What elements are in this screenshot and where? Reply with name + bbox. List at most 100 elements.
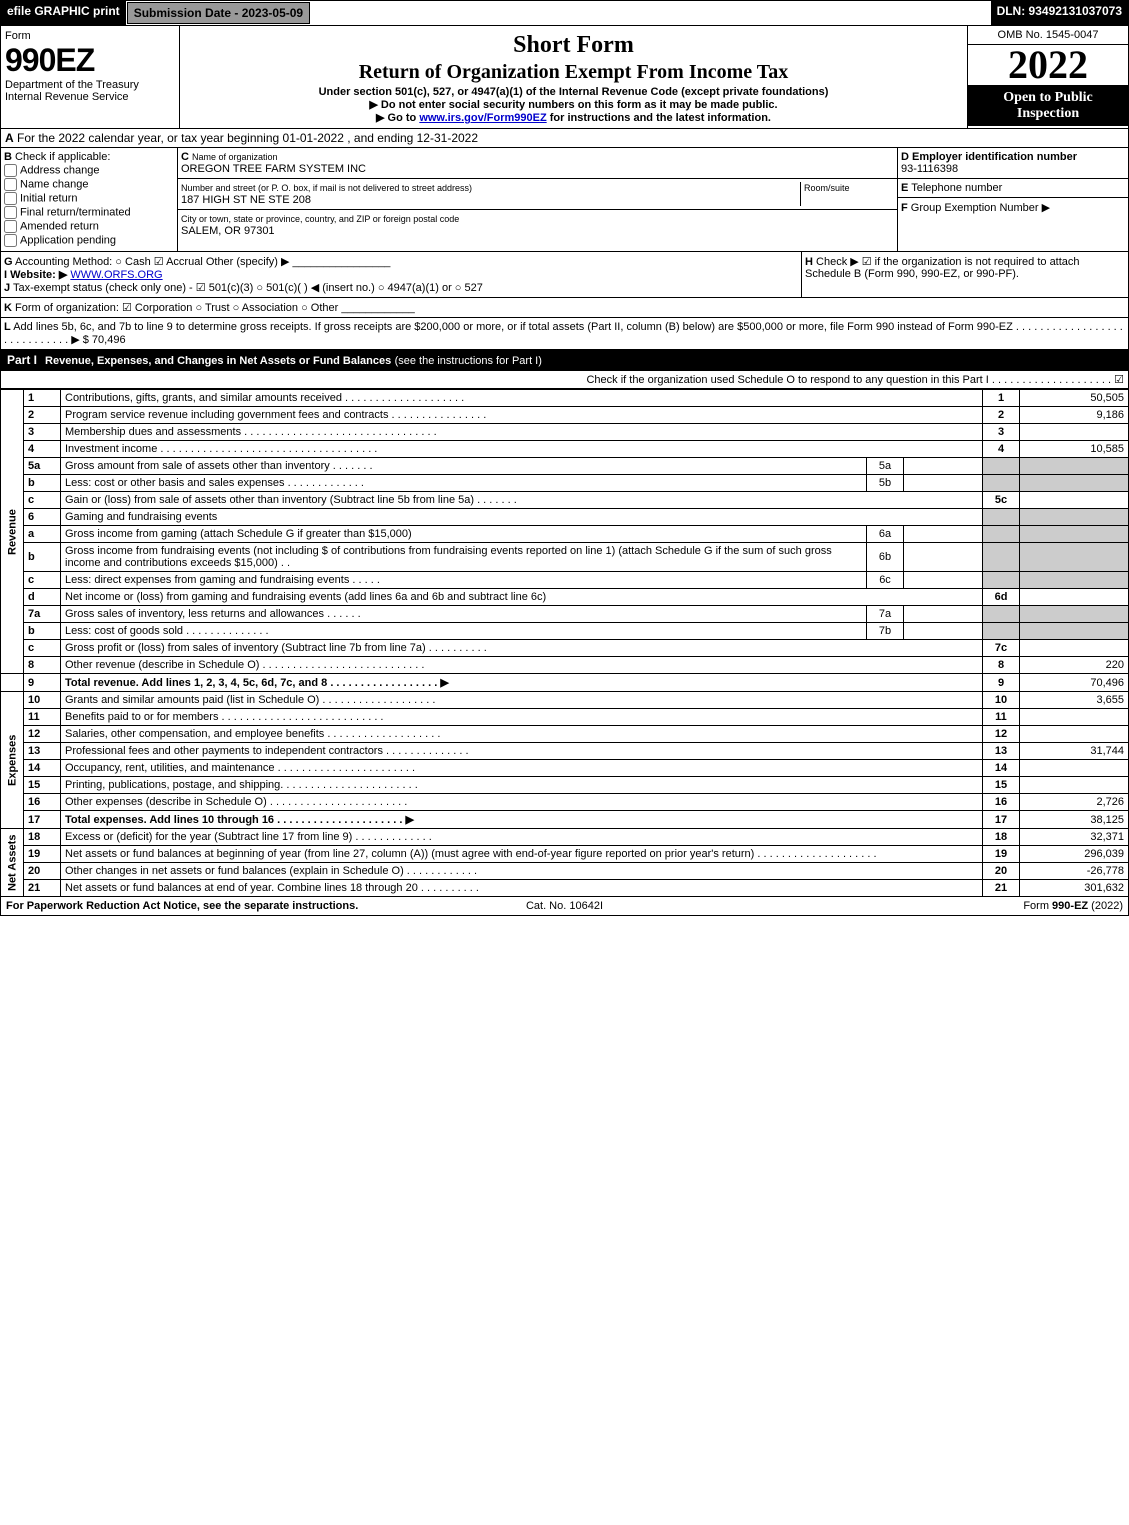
telephone-label: Telephone number <box>911 182 1002 194</box>
line-num: 2 <box>24 407 61 424</box>
section-DEF: D Employer identification number 93-1116… <box>897 148 1128 251</box>
line-text: Gross sales of inventory, less returns a… <box>61 606 867 623</box>
other-label: Other (specify) ▶ <box>206 256 290 268</box>
side-net-assets: Net Assets <box>1 829 24 897</box>
line-text: Gaming and fundraising events <box>61 509 983 526</box>
initial-return-checkbox[interactable] <box>4 192 17 205</box>
efile-label[interactable]: efile GRAPHIC print <box>1 1 126 25</box>
line-amount: 70,496 <box>1020 674 1129 692</box>
accounting-method-label: Accounting Method: <box>15 256 112 268</box>
line-num: b <box>24 475 61 492</box>
sub-box: 6a <box>867 526 904 543</box>
line-amount: 50,505 <box>1020 390 1129 407</box>
sub-box: 7b <box>867 623 904 640</box>
amended-checkbox[interactable] <box>4 220 17 233</box>
line-num: 10 <box>24 692 61 709</box>
final-return-checkbox[interactable] <box>4 206 17 219</box>
grey-cell <box>1020 543 1129 572</box>
addr-change-option[interactable]: Address change <box>4 164 174 177</box>
line-box: 16 <box>983 794 1020 811</box>
line-text: Gross income from fundraising events (no… <box>61 543 867 572</box>
part-1-checkrow: Check if the organization used Schedule … <box>0 371 1129 389</box>
line-text: Gain or (loss) from sale of assets other… <box>61 492 983 509</box>
irs-link[interactable]: www.irs.gov/Form990EZ <box>419 112 546 124</box>
line-text: Professional fees and other payments to … <box>61 743 983 760</box>
instr-post: for instructions and the latest informat… <box>547 112 771 124</box>
line-text: Gross amount from sale of assets other t… <box>61 458 867 475</box>
grey-cell <box>983 509 1020 526</box>
website-link[interactable]: WWW.ORFS.ORG <box>70 269 162 281</box>
line-text: Grants and similar amounts paid (list in… <box>61 692 983 709</box>
line-num: a <box>24 526 61 543</box>
letter-L: L <box>4 321 11 333</box>
city-value: SALEM, OR 97301 <box>181 225 275 237</box>
line-amount <box>1020 640 1129 657</box>
dln-label: DLN: 93492131037073 <box>991 1 1128 25</box>
app-pending-checkbox[interactable] <box>4 234 17 247</box>
letter-J: J <box>4 282 10 294</box>
empty-side <box>1 674 24 692</box>
side-revenue: Revenue <box>1 390 24 674</box>
line-box: 9 <box>983 674 1020 692</box>
sub-amount <box>904 526 983 543</box>
line-num: c <box>24 640 61 657</box>
line-box: 2 <box>983 407 1020 424</box>
name-change-option[interactable]: Name change <box>4 178 174 191</box>
line-text: Other changes in net assets or fund bala… <box>61 863 983 880</box>
amended-option[interactable]: Amended return <box>4 220 174 233</box>
header-center: Short Form Return of Organization Exempt… <box>180 26 967 128</box>
grey-cell <box>983 572 1020 589</box>
initial-return-label: Initial return <box>20 192 77 204</box>
line-num: 7a <box>24 606 61 623</box>
line-amount: 10,585 <box>1020 441 1129 458</box>
grey-cell <box>1020 526 1129 543</box>
letter-I: I <box>4 269 7 281</box>
final-return-option[interactable]: Final return/terminated <box>4 206 174 219</box>
row-L: L Add lines 5b, 6c, and 7b to line 9 to … <box>0 318 1129 350</box>
line-num: 11 <box>24 709 61 726</box>
sub-amount <box>904 475 983 492</box>
line-amount <box>1020 424 1129 441</box>
form-word: Form <box>5 30 175 42</box>
line-box: 7c <box>983 640 1020 657</box>
line-num: 14 <box>24 760 61 777</box>
sub-box: 7a <box>867 606 904 623</box>
accrual-label: Accrual <box>166 256 203 268</box>
grey-cell <box>983 606 1020 623</box>
line-num: c <box>24 572 61 589</box>
subtitle: Under section 501(c), 527, or 4947(a)(1)… <box>184 86 963 98</box>
top-bar: efile GRAPHIC print Submission Date - 20… <box>0 0 1129 26</box>
app-pending-option[interactable]: Application pending <box>4 234 174 247</box>
line-amount: 2,726 <box>1020 794 1129 811</box>
grey-cell <box>1020 572 1129 589</box>
row-GH: G Accounting Method: ○ Cash ☑ Accrual Ot… <box>0 252 1129 298</box>
line-num: 17 <box>24 811 61 829</box>
line-amount <box>1020 726 1129 743</box>
sub-box: 5a <box>867 458 904 475</box>
sub-amount <box>904 623 983 640</box>
addr-change-checkbox[interactable] <box>4 164 17 177</box>
ein-value: 93-1116398 <box>901 163 958 175</box>
grey-cell <box>983 623 1020 640</box>
line-text: Salaries, other compensation, and employ… <box>61 726 983 743</box>
initial-return-option[interactable]: Initial return <box>4 192 174 205</box>
sub-amount <box>904 572 983 589</box>
submission-date: Submission Date - 2023-05-09 <box>127 2 310 24</box>
line-box: 13 <box>983 743 1020 760</box>
line-box: 12 <box>983 726 1020 743</box>
section-A-text: For the 2022 calendar year, or tax year … <box>17 131 478 145</box>
line-text: Total expenses. Add lines 10 through 16 … <box>61 811 983 829</box>
line-num: 8 <box>24 657 61 674</box>
line-num: 6 <box>24 509 61 526</box>
grey-cell <box>1020 623 1129 640</box>
line-num: 16 <box>24 794 61 811</box>
letter-B: B <box>4 151 12 163</box>
header-left: Form 990EZ Department of the Treasury In… <box>1 26 180 128</box>
line-num: c <box>24 492 61 509</box>
ein-label: Employer identification number <box>912 151 1077 163</box>
name-change-checkbox[interactable] <box>4 178 17 191</box>
line-num: 1 <box>24 390 61 407</box>
sub-amount <box>904 543 983 572</box>
sub-box: 6b <box>867 543 904 572</box>
letter-A: A <box>5 131 14 145</box>
